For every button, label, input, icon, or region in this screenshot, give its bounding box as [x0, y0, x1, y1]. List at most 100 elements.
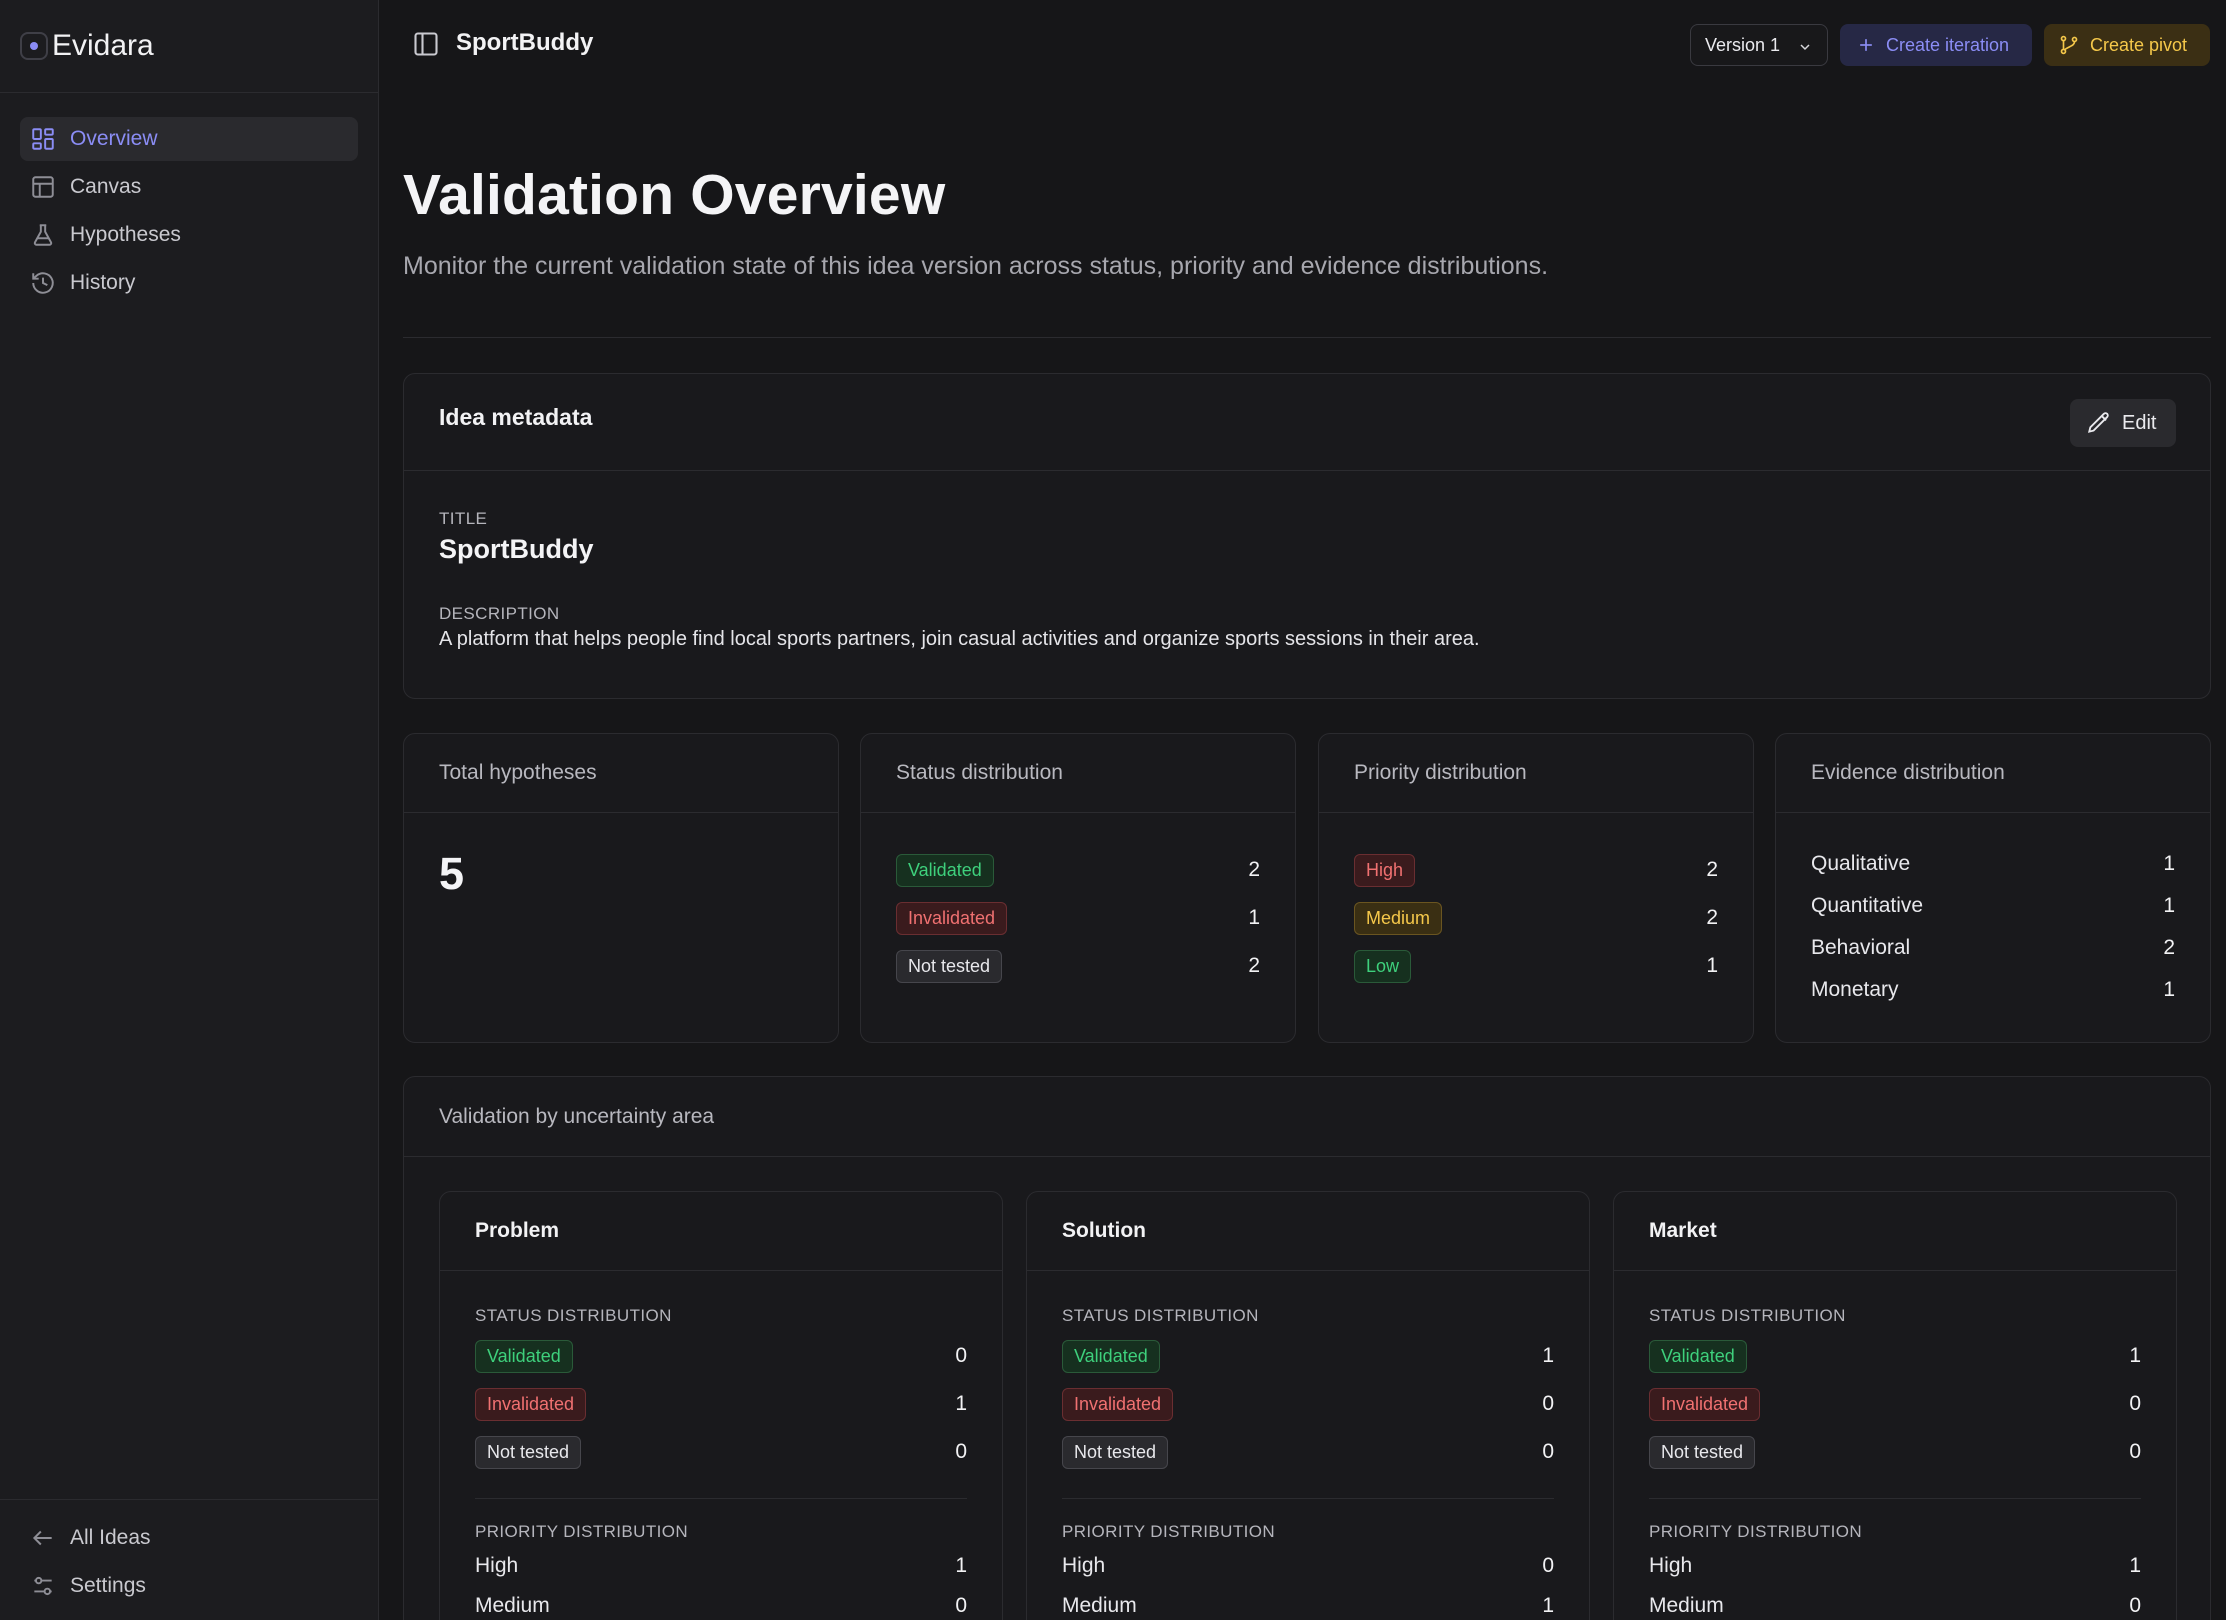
chevron-down-icon: [1800, 44, 1810, 51]
count: 2: [1706, 906, 1718, 929]
count: 0: [955, 1594, 967, 1617]
status-badge: Not tested: [1649, 1435, 1756, 1469]
count: 2: [1248, 858, 1260, 881]
status-badge: Invalidated: [896, 901, 1008, 935]
status-row: Validated 1: [1062, 1332, 1554, 1380]
priority-row: High 0: [1062, 1546, 1554, 1586]
version-select[interactable]: Version 1: [1690, 24, 1828, 66]
status-row: Invalidated 1: [896, 894, 1260, 942]
count: 2: [2163, 936, 2175, 959]
priority-row: High 1: [475, 1546, 967, 1586]
status-badge: Not tested: [896, 949, 1003, 983]
count: 0: [2129, 1440, 2141, 1463]
status-row: Not tested 0: [1062, 1428, 1554, 1476]
sidebar-item-history[interactable]: History: [20, 261, 358, 305]
sidebar-item-overview[interactable]: Overview: [20, 117, 358, 161]
count: 1: [2129, 1344, 2141, 1367]
evidence-label: Behavioral: [1811, 936, 1911, 959]
priority-label: High: [1649, 1554, 1693, 1577]
status-row: Not tested 0: [475, 1428, 967, 1476]
count: 1: [2163, 852, 2175, 875]
toggle-sidebar-icon[interactable]: [412, 30, 440, 58]
status-row: Not tested 2: [896, 942, 1260, 990]
status-distribution-label: STATUS DISTRIBUTION: [1649, 1306, 1846, 1325]
divider: [403, 337, 2211, 338]
area-title: Solution: [1027, 1192, 1589, 1271]
create-iteration-button[interactable]: Create iteration: [1840, 24, 2032, 66]
count: 0: [1542, 1440, 1554, 1463]
card-header: Idea metadata Edit: [404, 374, 2210, 471]
grid-icon: [30, 126, 56, 152]
count: 0: [955, 1344, 967, 1367]
card-title: Status distribution: [861, 734, 1295, 813]
sidebar-nav: Overview Canvas Hypotheses History: [0, 93, 378, 305]
sidebar: Evidara Overview Canvas Hypotheses Histo…: [0, 0, 379, 1620]
evidence-row: Monetary 1: [1811, 969, 2175, 1011]
status-row: Not tested 0: [1649, 1428, 2141, 1476]
area-card-problem: Problem STATUS DISTRIBUTION Validated 0 …: [439, 1191, 1003, 1620]
status-row: Validated 0: [475, 1332, 967, 1380]
total-hypotheses-card: Total hypotheses 5: [403, 733, 839, 1043]
idea-metadata-card: Idea metadata Edit TITLE SportBuddy DESC…: [403, 373, 2211, 699]
count: 1: [1248, 906, 1260, 929]
priority-row: Medium 2: [1354, 894, 1718, 942]
priority-row: Low 1: [1354, 942, 1718, 990]
count: 0: [955, 1440, 967, 1463]
logo-icon: [20, 32, 48, 60]
divider: [1649, 1498, 2141, 1499]
priority-row: High 2: [1354, 846, 1718, 894]
priority-label: Medium: [1649, 1594, 1724, 1617]
area-title: Market: [1614, 1192, 2176, 1271]
edit-button[interactable]: Edit: [2070, 399, 2176, 447]
priority-row: Medium 0: [475, 1586, 967, 1620]
pencil-icon: [2086, 410, 2112, 436]
uncertainty-area-card: Validation by uncertainty area Problem S…: [403, 1076, 2211, 1620]
count: 0: [2129, 1392, 2141, 1415]
topbar: SportBuddy Version 1 Create iteration Cr…: [380, 0, 2226, 90]
status-badge: Validated: [1649, 1339, 1747, 1373]
all-ideas-label: All Ideas: [70, 1526, 151, 1549]
count: 1: [2163, 894, 2175, 917]
page-title: Validation Overview: [403, 163, 946, 227]
all-ideas-link[interactable]: All Ideas: [20, 1516, 358, 1560]
sidebar-item-label: Overview: [70, 127, 158, 150]
divider: [1062, 1498, 1554, 1499]
settings-link[interactable]: Settings: [20, 1564, 358, 1608]
sidebar-item-label: Canvas: [70, 175, 142, 198]
sidebar-item-canvas[interactable]: Canvas: [20, 165, 358, 209]
status-distribution-label: STATUS DISTRIBUTION: [1062, 1306, 1259, 1325]
area-card-solution: Solution STATUS DISTRIBUTION Validated 1…: [1026, 1191, 1590, 1620]
create-iteration-label: Create iteration: [1886, 34, 2010, 55]
status-badge: Not tested: [475, 1435, 582, 1469]
priority-row: High 1: [1649, 1546, 2141, 1586]
settings-label: Settings: [70, 1574, 146, 1597]
evidence-label: Quantitative: [1811, 894, 1924, 917]
sidebar-footer: All Ideas Settings: [0, 1499, 378, 1620]
status-distribution-label: STATUS DISTRIBUTION: [475, 1306, 672, 1325]
priority-row: Medium 1: [1062, 1586, 1554, 1620]
count: 0: [1542, 1392, 1554, 1415]
title-value: SportBuddy: [439, 534, 594, 564]
page-subtitle: Monitor the current validation state of …: [403, 252, 1549, 280]
git-branch-icon: [2058, 34, 2080, 56]
count: 2: [1706, 858, 1718, 881]
status-row: Validated 2: [896, 846, 1260, 894]
create-pivot-label: Create pivot: [2090, 34, 2188, 55]
priority-label: High: [475, 1554, 519, 1577]
priority-badge: Low: [1354, 949, 1412, 983]
card-title: Evidence distribution: [1776, 734, 2210, 813]
version-value: Version 1: [1705, 34, 1781, 55]
count: 0: [2129, 1594, 2141, 1617]
divider: [475, 1498, 967, 1499]
total-count: 5: [439, 848, 465, 899]
brand[interactable]: Evidara: [0, 0, 378, 93]
priority-row: Medium 0: [1649, 1586, 2141, 1620]
sidebar-item-hypotheses[interactable]: Hypotheses: [20, 213, 358, 257]
evidence-row: Quantitative 1: [1811, 885, 2175, 927]
evidence-row: Qualitative 1: [1811, 843, 2175, 885]
status-row: Invalidated 0: [1062, 1380, 1554, 1428]
description-value: A platform that helps people find local …: [439, 628, 1480, 650]
status-badge: Invalidated: [1649, 1387, 1761, 1421]
create-pivot-button[interactable]: Create pivot: [2044, 24, 2210, 66]
app-name: Evidara: [52, 29, 154, 62]
